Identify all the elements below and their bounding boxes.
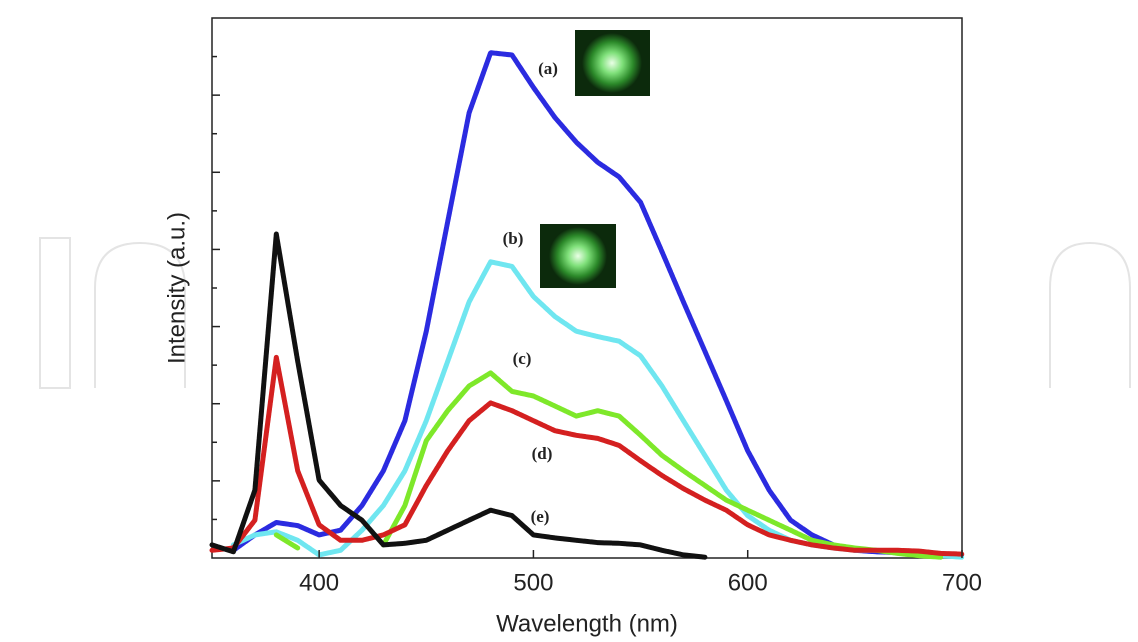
inset-image-glow: [582, 33, 642, 93]
inset-image-glow: [549, 227, 607, 285]
series-line: [209, 231, 708, 560]
x-tick-label: 400: [299, 569, 339, 596]
y-axis-label: Intensity (a.u.): [163, 212, 190, 364]
series-label: (a): [538, 59, 558, 78]
x-tick-label: 700: [942, 569, 982, 596]
watermark: [39, 237, 1131, 389]
x-axis-label: Wavelength (nm): [496, 610, 678, 637]
series-line: [209, 354, 965, 557]
series-label: (b): [503, 229, 524, 248]
series-label: (e): [531, 507, 550, 526]
series-line: [273, 370, 944, 560]
series-line: [230, 50, 965, 558]
series-label: (c): [513, 349, 532, 368]
series-label: (d): [532, 444, 553, 463]
x-tick-label: 600: [728, 569, 768, 596]
x-tick-label: 500: [513, 569, 553, 596]
